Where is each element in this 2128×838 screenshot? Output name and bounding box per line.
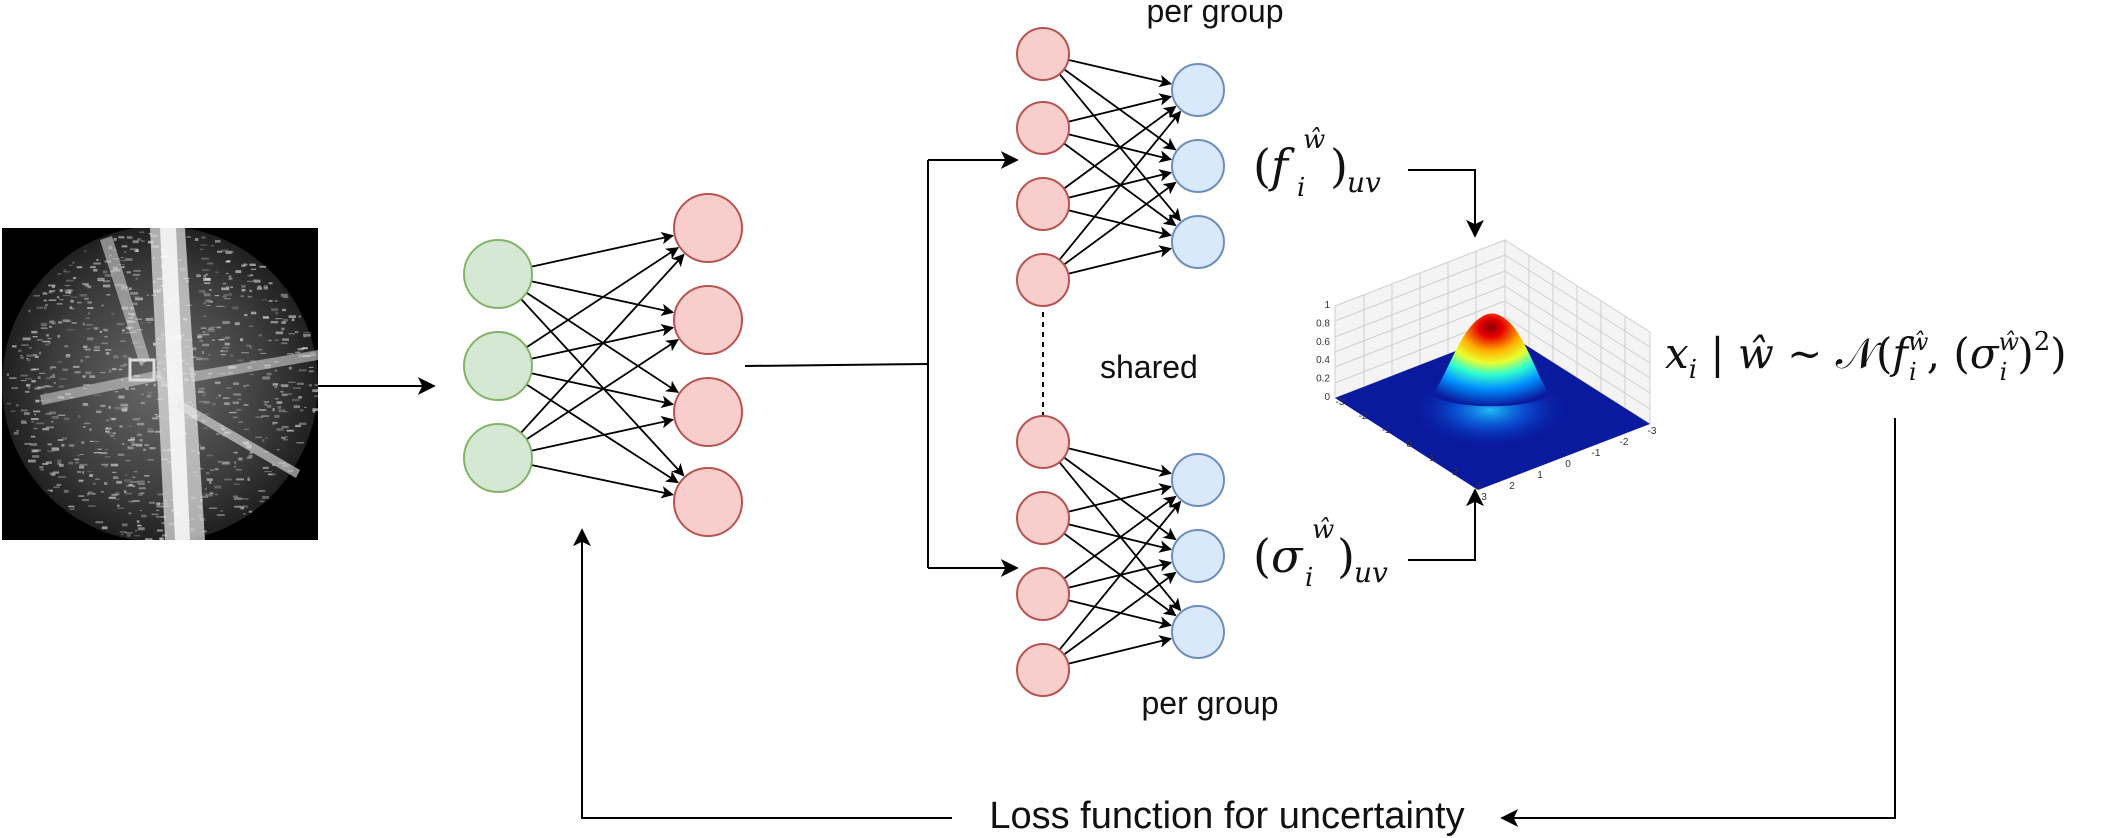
network-edge: [1068, 447, 1173, 477]
svg-text:ŵ: ŵ: [1303, 125, 1325, 155]
plot-x-tick: 3: [1475, 481, 1481, 492]
mean-branch-neuron: [1016, 27, 1070, 81]
network-edge: [1068, 93, 1173, 123]
plot-y-tick: 2: [1509, 481, 1515, 492]
plot-x-tick: 0: [1406, 439, 1412, 450]
network-edge: [1068, 483, 1173, 513]
loss-to-network-arrow: [573, 528, 952, 819]
network-edge: [531, 464, 674, 499]
sigma-to-plot-arrow: [1408, 488, 1484, 561]
input-neuron: [463, 423, 533, 493]
plot-z-tick: 1: [1324, 300, 1330, 311]
mean-output-neuron: [1171, 215, 1225, 269]
mean-output-neuron: [1171, 139, 1225, 193]
sonar-input-image: [2, 228, 318, 540]
gaussian-3d-plot: 1 0.8 0.6 0.4 0.2 0 -3 -2 -1 0 1 2 3 3 2 1 0 -1 -2 -3: [1316, 239, 1657, 503]
loss-label: Loss function for uncertainty: [989, 795, 1464, 837]
plot-y-tick: -1: [1592, 448, 1601, 459]
plot-y-tick: 0: [1565, 459, 1571, 470]
plot-z-tick: 0.4: [1316, 355, 1330, 366]
sigma-branch-neuron: [1016, 643, 1070, 697]
sigma-branch-neuron: [1016, 567, 1070, 621]
svg-text:): ): [1337, 529, 1355, 583]
network-edge: [1068, 635, 1173, 665]
svg-text:i: i: [1305, 563, 1313, 593]
mean-branch-neuron: [1016, 177, 1070, 231]
network-edge: [531, 231, 675, 268]
network-edge: [1058, 110, 1182, 261]
sigma-branch-neuron: [1016, 415, 1070, 469]
network-edge: [1063, 495, 1177, 580]
shared-label: shared: [1100, 349, 1198, 385]
sigma-output-neuron: [1171, 453, 1225, 507]
gaussian-peak: [1432, 313, 1550, 407]
svg-text:ŵ: ŵ: [1312, 515, 1334, 545]
plot-x-tick: -1: [1382, 425, 1391, 436]
sigma-output-neuron: [1171, 529, 1225, 583]
svg-text:uv: uv: [1354, 556, 1388, 589]
plot-z-tick: 0.6: [1316, 337, 1330, 348]
hidden-neuron: [673, 467, 743, 537]
network-nodes: [463, 27, 1225, 697]
svg-text:): ): [1330, 139, 1348, 193]
network-edge: [526, 383, 679, 484]
mean-output-neuron: [1171, 63, 1225, 117]
network-edge: [531, 415, 675, 452]
plot-x-tick: -2: [1359, 411, 1368, 422]
mean-branch-neuron: [1016, 101, 1070, 155]
network-edge: [1068, 59, 1172, 88]
network-edge: [525, 247, 679, 349]
svg-text:xi | ŵ ∼ 𝒩(fŵi, (σŵi)2): xi | ŵ ∼ 𝒩(fŵ i, (σŵ i)2): [1665, 327, 2067, 386]
plot-x-tick: 1: [1429, 453, 1435, 464]
f-mean-formula: (f ŵ i ) uv: [1253, 125, 1381, 203]
plot-y-tick: -3: [1648, 426, 1657, 437]
hidden-neuron: [673, 193, 743, 263]
plot-z-tick: 0.8: [1316, 318, 1330, 329]
plot-x-tick: 2: [1452, 467, 1458, 478]
plot-y-tick: -2: [1620, 437, 1629, 448]
svg-text:uv: uv: [1347, 166, 1381, 199]
plot-y-tick: 3: [1481, 492, 1487, 503]
dist-to-loss-arrow: [1500, 418, 1896, 827]
plot-x-tick: -3: [1336, 397, 1345, 408]
hidden-neuron: [673, 377, 743, 447]
plot-y-tick: 1: [1537, 470, 1543, 481]
sigma-formula: (σ ŵ i ) uv: [1253, 515, 1388, 593]
plot-z-tick: 0.2: [1316, 374, 1330, 385]
network-edge: [520, 298, 685, 477]
distribution-formula: xi | ŵ ∼ 𝒩(fŵ i, (σŵ i)2): [1665, 327, 2067, 386]
network-edge: [1063, 571, 1177, 656]
network-edge: [525, 339, 679, 441]
svg-text:(f: (f: [1253, 139, 1295, 193]
sigma-output-neuron: [1171, 605, 1225, 659]
network-edge: [520, 253, 685, 434]
network-edge: [1068, 245, 1173, 275]
mean-branch-neuron: [1016, 253, 1070, 307]
network-edge: [1058, 500, 1182, 651]
svg-text:i: i: [1297, 173, 1305, 203]
network-edge: [1063, 181, 1177, 266]
flow-lines: [573, 151, 1896, 827]
plot-z-tick: 0: [1324, 392, 1330, 403]
network-edges: [520, 59, 1182, 665]
network-edge: [1063, 105, 1177, 190]
svg-text:(σ: (σ: [1253, 529, 1304, 583]
input-neuron: [463, 239, 533, 309]
hidden-neuron: [673, 285, 743, 355]
input-neuron: [463, 331, 533, 401]
per-group-bottom-label: per group: [1142, 685, 1279, 721]
per-group-top-label: per group: [1147, 0, 1284, 29]
f-to-plot-arrow: [1408, 169, 1484, 238]
sigma-branch-neuron: [1016, 491, 1070, 545]
